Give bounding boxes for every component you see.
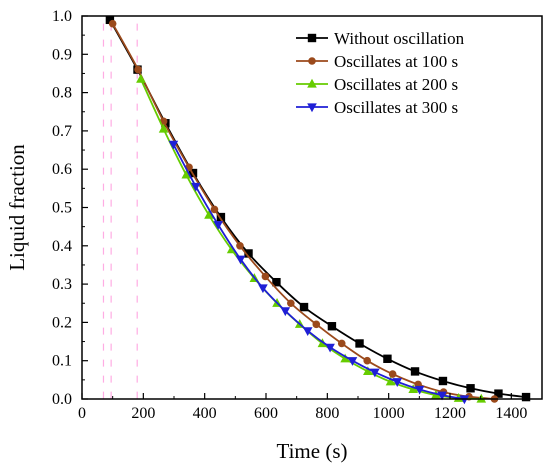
x-tick-label: 600 [254,405,278,422]
data-point [347,357,358,366]
y-tick-label: 0.6 [52,161,72,178]
legend-marker [308,57,316,65]
data-point [340,353,350,363]
data-point [213,221,223,230]
y-tick-label: 0.3 [52,276,72,293]
x-tick-label: 200 [131,405,155,422]
data-point [181,169,192,179]
data-point [168,140,179,150]
series-1 [105,15,531,402]
data-point [108,19,117,28]
legend-item: Oscillates at 200 s [296,75,458,94]
data-point [258,284,268,294]
data-point [383,354,392,363]
data-point [287,299,295,308]
data-point [210,205,219,214]
data-point [437,391,447,401]
data-point [392,378,403,387]
legend-label: Oscillates at 300 s [334,98,458,117]
data-point [355,339,364,348]
series-3 [136,73,487,403]
data-point [337,339,346,348]
x-tick-label: 1400 [495,405,527,422]
data-point [388,370,397,378]
y-tick-label: 0.8 [52,85,72,102]
series-line [111,23,495,400]
data-point [261,272,270,281]
x-axis-title: Time (s) [277,439,348,463]
data-point [363,366,373,376]
x-tick-label: 400 [193,405,217,422]
y-tick-label: 0.7 [52,123,72,140]
data-point [235,255,246,265]
dashed-artifact-layer [102,23,138,399]
series-layer [105,15,531,405]
data-point [134,65,142,74]
y-tick-label: 0.2 [52,314,72,331]
data-point [385,376,396,386]
data-point [299,302,309,312]
data-point [363,356,372,365]
data-point [325,343,335,353]
legend-label: Without oscillation [334,29,465,48]
data-point [272,277,281,287]
plot-frame [81,15,543,400]
data-point [410,367,420,376]
x-tick-label: 1000 [373,405,405,422]
legend-item: Oscillates at 300 s [296,98,458,117]
data-point [370,368,380,378]
y-tick-label: 0.4 [52,238,72,255]
data-point [244,249,253,258]
data-point [302,327,313,337]
legend-marker [307,33,317,43]
series-2 [108,19,499,403]
data-point [494,389,503,398]
series-line [172,143,465,400]
data-point [216,212,226,222]
data-point [414,385,425,395]
data-point [190,182,201,192]
data-point [476,393,487,403]
data-point [280,307,291,317]
data-point [312,320,321,329]
data-point [136,73,146,83]
y-tick-label: 0.5 [52,200,72,217]
legend-item: Oscillates at 100 s [296,52,458,71]
data-point [466,384,475,393]
data-point [459,395,470,405]
legend-marker [307,78,317,88]
legend-label: Oscillates at 100 s [334,52,458,71]
data-point [327,322,337,331]
y-tick-label: 0.1 [52,353,72,370]
y-tick-label: 1.0 [52,8,72,25]
series-4 [168,140,470,405]
data-point [236,242,244,250]
ticks-layer: 0 200 400 600 800 1000 1200 1400 0.0 0.1 0.2 0.3 0.4… [52,8,527,422]
data-point [158,123,169,133]
x-tick-label: 0 [78,405,86,422]
y-tick-label: 0.0 [52,391,72,408]
legend-marker [307,103,317,113]
data-point [438,376,448,386]
y-tick-label: 0.9 [52,46,72,63]
legend: Without oscillation Oscillates at 100 s Os… [296,29,465,117]
data-point [408,384,418,394]
x-tick-label: 1200 [434,405,466,422]
x-tick-label: 800 [315,405,339,422]
data-point [204,209,214,219]
data-point [105,15,115,25]
data-point [521,392,531,402]
legend-label: Oscillates at 200 s [334,75,458,94]
series-line [140,78,482,400]
legend-item: Without oscillation [296,29,465,48]
y-axis-title: Liquid fraction [5,144,29,271]
